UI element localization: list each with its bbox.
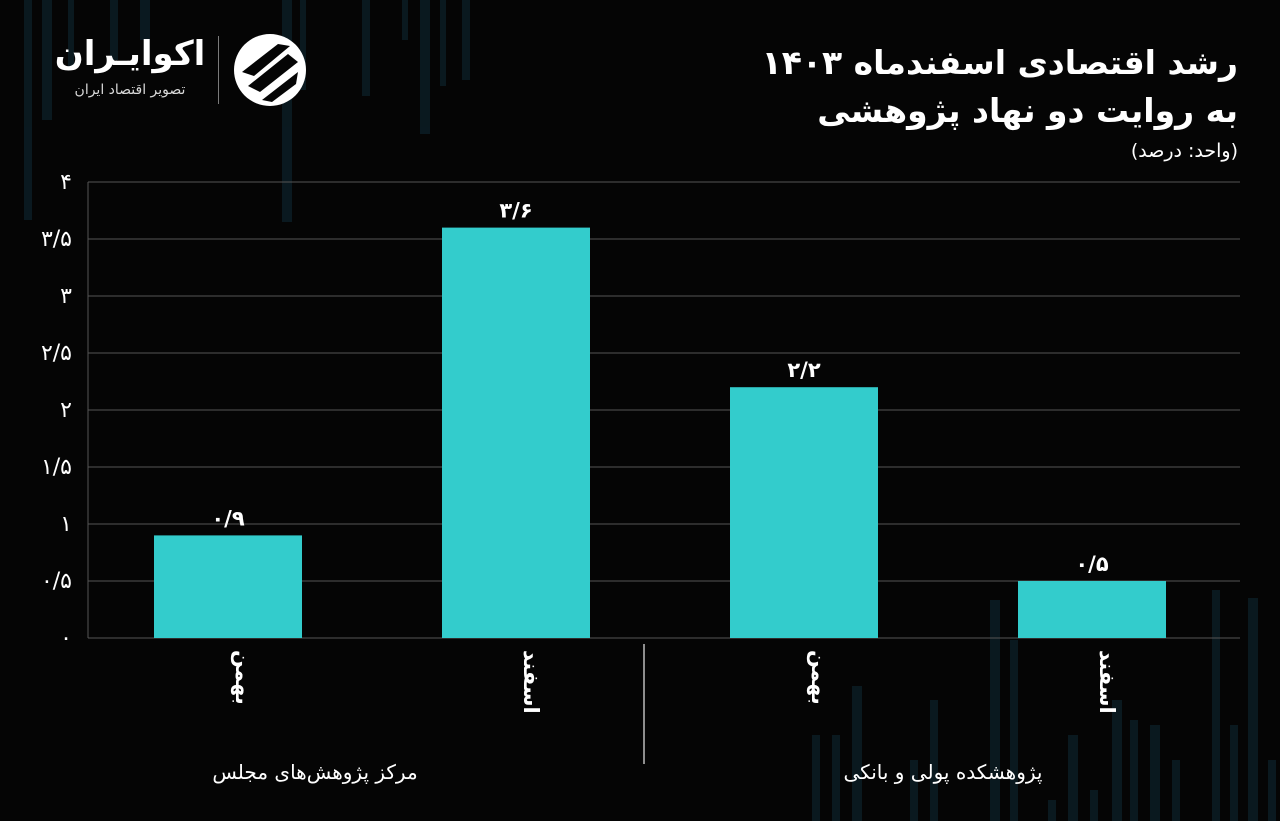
- unit-label: (واحد: درصد): [1130, 140, 1238, 162]
- y-tick-label: ۰: [60, 626, 72, 651]
- x-category-label: اسفند: [519, 650, 543, 714]
- y-tick-label: ۳/۵: [41, 227, 72, 252]
- y-tick-label: ۱: [60, 512, 72, 537]
- x-category-label: اسفند: [1095, 650, 1119, 714]
- bar: [442, 227, 590, 638]
- brand-tagline: تصویر اقتصاد ایران: [74, 82, 186, 98]
- logo-divider: [218, 36, 219, 104]
- chart-title-line-1: رشد اقتصادی اسفندماه ۱۴۰۳: [761, 43, 1238, 82]
- bar-value-label: ۳/۶: [499, 199, 532, 223]
- group-label-monetary-banking: پژوهشکده پولی و بانکی: [843, 760, 1043, 784]
- bar: [154, 535, 302, 638]
- bar: [730, 387, 878, 638]
- brand-logo: اکوایـران تصویر اقتصاد ایران: [50, 30, 320, 110]
- y-tick-label: ۰/۵: [41, 569, 72, 594]
- y-tick-label: ۲: [60, 398, 72, 423]
- brand-mark-icon: [234, 34, 306, 106]
- y-tick-label: ۴: [60, 170, 72, 195]
- x-category-label: بهمن: [231, 650, 255, 705]
- y-tick-label: ۲/۵: [41, 341, 72, 366]
- y-tick-label: ۱/۵: [41, 455, 72, 480]
- bar-value-label: ۰/۹: [211, 506, 244, 530]
- brand-name: اکوایـران: [54, 34, 206, 74]
- bar: [1018, 581, 1166, 638]
- bar-value-label: ۰/۵: [1075, 552, 1108, 576]
- x-category-label: بهمن: [807, 650, 831, 705]
- group-label-majlis: مرکز پژوهش‌های مجلس: [212, 760, 418, 784]
- y-tick-label: ۳: [60, 284, 72, 309]
- bar-value-label: ۲/۲: [787, 358, 820, 382]
- chart-title-line-2: به روایت دو نهاد پژوهشی: [817, 91, 1238, 130]
